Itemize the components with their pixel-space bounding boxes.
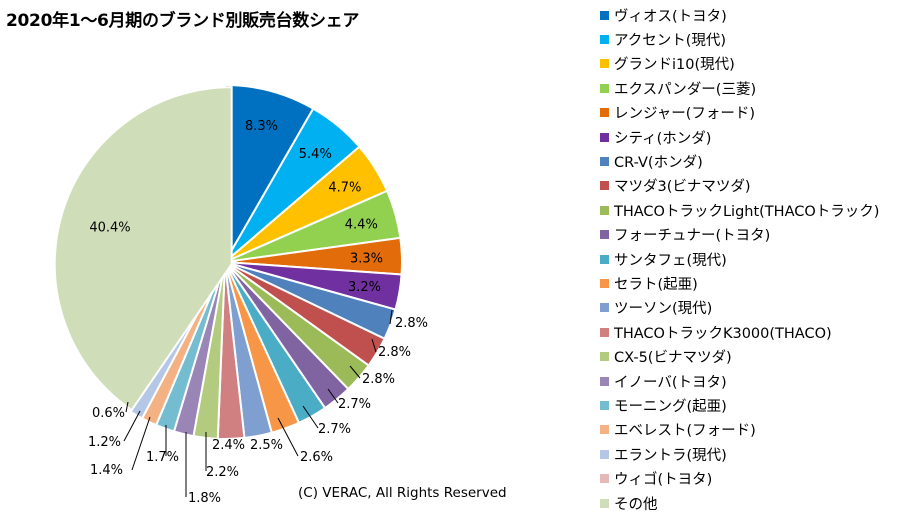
leader-line-7 [389,309,393,325]
slice-label-3: 4.7% [328,181,361,196]
legend-label-15: CX-5(ビナマツダ) [614,350,732,367]
legend-swatch-1 [600,10,609,20]
legend-swatch-6 [600,132,609,142]
legend-swatch-15 [600,352,609,362]
legend-item-13: ツーソン(現代) [600,296,879,320]
legend-label-8: マツダ3(ビナマツダ) [614,179,751,196]
legend-label-10: フォーチュナー(トヨタ) [614,228,771,245]
legend-item-21: その他 [600,491,879,515]
legend-item-4: エクスパンダー(三菱) [600,76,879,100]
legend-item-9: THACOトラックLight(THACOトラック) [600,198,879,222]
leader-line-12 [277,417,299,457]
legend-swatch-17 [600,400,609,410]
legend-label-19: エラントラ(現代) [614,447,727,464]
legend-label-12: セラト(起亜) [614,276,698,293]
slice-label-21: 40.4% [89,220,130,235]
legend-label-9: THACOトラックLight(THACOトラック) [614,203,880,220]
legend-item-10: フォーチュナー(トヨタ) [600,223,879,247]
chart-title: 2020年1～6月期のブランド別販売台数シェア [6,11,360,31]
legend-item-3: グランドi10(現代) [600,52,879,76]
legend-swatch-19 [600,449,609,459]
legend-item-6: シティ(ホンダ) [600,125,879,149]
slice-label-16: 1.8% [188,491,221,506]
legend-item-15: CX-5(ビナマツダ) [600,344,879,368]
legend-item-16: イノーバ(トヨタ) [600,369,879,393]
slice-label-20: 0.6% [92,406,125,421]
pie-slice-21 [53,86,233,412]
legend-item-8: マツダ3(ビナマツダ) [600,174,879,198]
legend-item-18: エベレスト(フォード) [600,418,879,442]
slice-label-14: 2.4% [212,438,245,453]
legend-swatch-13 [600,303,609,313]
legend-swatch-9 [600,205,609,215]
legend-label-2: アクセント(現代) [614,33,727,50]
legend-swatch-20 [600,474,609,484]
legend-item-5: レンジャー(フォード) [600,101,879,125]
legend-swatch-8 [600,181,609,191]
legend-label-4: エクスパンダー(三菱) [614,81,757,98]
legend-swatch-12 [600,278,609,288]
legend-label-7: CR-V(ホンダ) [614,155,703,172]
legend-swatch-7 [600,157,609,167]
legend-label-3: グランドi10(現代) [614,57,735,74]
slice-label-8: 2.8% [378,345,411,360]
legend-label-17: モーニング(起亜) [614,398,727,415]
leader-line-8 [371,338,377,353]
legend-label-1: ヴィオス(トヨタ) [614,8,727,25]
legend-label-6: シティ(ホンダ) [614,130,712,147]
leader-line-19 [123,410,141,442]
legend-label-16: イノーバ(トヨタ) [614,374,727,391]
slice-label-11: 2.7% [318,422,351,437]
slice-label-10: 2.7% [338,397,371,412]
slice-label-2: 5.4% [299,147,332,162]
legend-item-7: CR-V(ホンダ) [600,149,879,173]
pie-slice-1 [224,83,315,266]
legend-item-20: ウィゴ(トヨタ) [600,466,879,490]
legend-label-20: ウィゴ(トヨタ) [614,472,713,489]
leader-line-18 [131,416,151,471]
legend-label-14: THACOトラックK3000(THACO) [614,325,832,342]
leader-line-11 [302,405,319,429]
legend-item-11: サンタフェ(現代) [600,247,879,271]
legend-label-21: その他 [614,496,658,513]
slice-label-15: 2.2% [206,465,239,480]
slice-label-18: 1.4% [90,463,123,478]
leader-line-20 [125,401,129,413]
leader-line-10 [327,388,339,404]
leader-line-9 [349,365,361,379]
legend-label-5: レンジャー(フォード) [614,106,756,123]
chart-legend: ヴィオス(トヨタ) アクセント(現代) グランドi10(現代) エクスパンダー(三菱)… [600,3,879,515]
legend-label-13: ツーソン(現代) [614,301,713,318]
copyright-notice: (C) VERAC, All Rights Reserved [298,485,507,501]
slice-label-5: 3.3% [350,251,383,266]
slice-label-17: 1.7% [146,450,179,465]
slice-label-4: 4.4% [345,218,378,233]
slice-label-19: 1.2% [88,435,121,450]
slice-label-7: 2.8% [395,316,428,331]
legend-label-11: サンタフェ(現代) [614,252,727,269]
slice-label-12: 2.6% [300,450,333,465]
legend-swatch-21 [600,498,609,508]
legend-swatch-18 [600,425,609,435]
legend-label-18: エベレスト(フォード) [614,423,756,440]
legend-item-12: セラト(起亜) [600,271,879,295]
legend-item-14: THACOトラックK3000(THACO) [600,320,879,344]
slice-label-9: 2.8% [362,372,395,387]
legend-item-1: ヴィオス(トヨタ) [600,3,879,27]
legend-item-2: アクセント(現代) [600,27,879,51]
legend-swatch-16 [600,376,609,386]
legend-swatch-5 [600,108,609,118]
slice-label-13: 2.5% [250,438,283,453]
legend-swatch-4 [600,83,609,93]
legend-item-17: モーニング(起亜) [600,393,879,417]
legend-swatch-2 [600,35,609,45]
pie-chart: 8.3% 5.4% 4.7% 4.4% 3.3% 3.2% 2.8% 2.8% 2.8% 2.7%… [53,83,428,506]
legend-item-19: エラントラ(現代) [600,442,879,466]
legend-swatch-11 [600,254,609,264]
legend-swatch-3 [600,59,609,69]
legend-swatch-14 [600,327,609,337]
slice-label-1: 8.3% [245,119,278,134]
legend-swatch-10 [600,230,609,240]
slice-label-6: 3.2% [348,280,381,295]
